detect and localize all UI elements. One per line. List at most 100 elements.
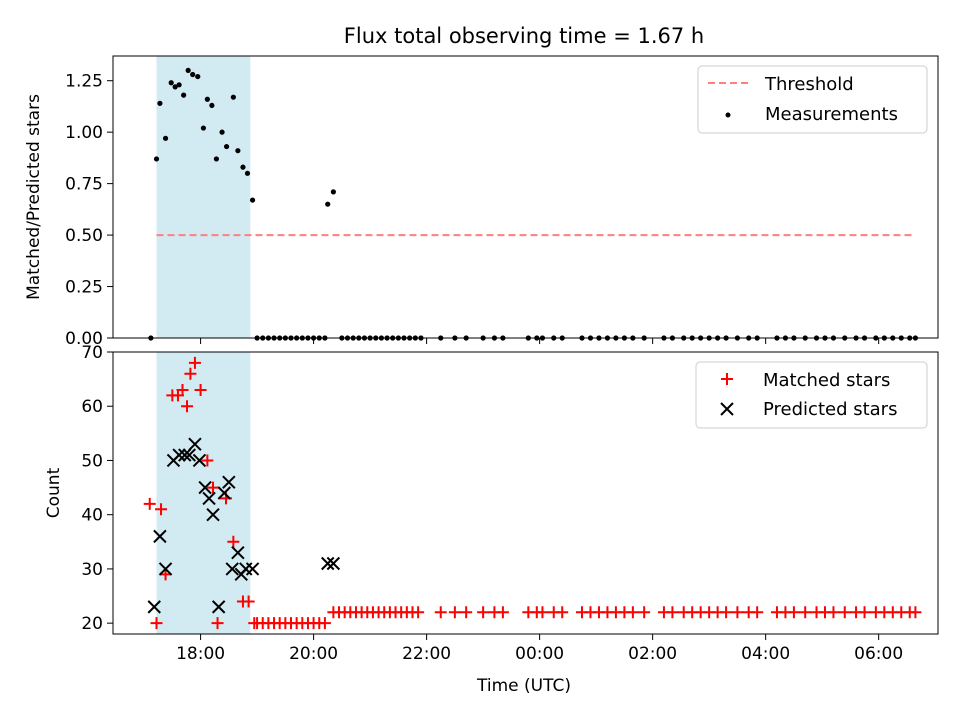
count-legend-box (695, 361, 928, 429)
matched-star-point (412, 606, 425, 619)
predicted-star-point (172, 448, 186, 462)
y-tick-label: 0.50 (65, 226, 103, 246)
predicted-star-point (158, 562, 173, 576)
measurement-point (219, 129, 225, 135)
legend-measurements-swatch (725, 112, 731, 118)
x-tick-label: 18:00 (176, 644, 225, 664)
y-tick-label: 0.75 (65, 175, 103, 195)
matched-star-point (159, 568, 172, 581)
chart-title: Flux total observing time = 1.67 h (344, 24, 704, 48)
matched-star-point (201, 454, 214, 467)
predicted-star-point (326, 556, 341, 571)
matched-star-point (751, 606, 764, 619)
matched-star-point (181, 400, 194, 413)
x-tick-label: 20:00 (289, 644, 338, 664)
measurement-point (168, 80, 174, 86)
x-tick-label: 00:00 (515, 644, 564, 664)
measurement-point (223, 143, 230, 150)
y-tick-label: 70 (81, 343, 103, 363)
matched-star-point (242, 595, 255, 608)
matched-star-point (556, 606, 569, 619)
ratio-axes-frame (112, 55, 939, 339)
legend-predicted-swatch (720, 402, 734, 416)
matched-star-point (496, 606, 509, 619)
measurement-point (157, 100, 163, 106)
matched-star-point (207, 481, 220, 494)
measurement-point (230, 94, 236, 100)
matched-star-point (626, 606, 639, 619)
count-y-axis-label: Count (44, 467, 64, 518)
y-tick-label: 30 (81, 560, 103, 580)
measurement-point (195, 73, 201, 80)
measurement-point (244, 170, 251, 176)
count-y-ticks: 20 30 40 50 60 70 (81, 343, 113, 634)
y-tick-label: 60 (81, 397, 103, 417)
matched-star-point (448, 606, 461, 619)
x-axis-label: Time (UTC) (476, 676, 571, 696)
ratio-legend: Threshold Measurements (697, 65, 928, 134)
y-tick-label: 40 (81, 506, 103, 526)
matched-star-point (838, 606, 851, 619)
matched-star-point (536, 606, 549, 619)
measurement-point (213, 156, 220, 162)
matched-star-point (858, 606, 871, 619)
y-tick-label: 0.25 (65, 278, 103, 298)
measurement-point (185, 67, 191, 74)
matched-star-point (150, 617, 163, 630)
matched-star-point (638, 606, 651, 619)
matched-star-point (434, 606, 447, 619)
matched-star-point (909, 606, 922, 619)
ratio-x-ticks (200, 338, 880, 344)
matched-star-point (211, 617, 224, 630)
y-tick-label: 20 (81, 614, 103, 634)
predicted-star-point (198, 480, 212, 495)
matched-star-point (188, 356, 201, 369)
predicted-star-point (202, 491, 216, 506)
matched-star-point (787, 606, 800, 619)
x-tick-label: 04:00 (741, 644, 790, 664)
x-tick-label: 02:00 (628, 644, 677, 664)
matched-star-point (176, 383, 189, 396)
matched-star-point (799, 606, 812, 619)
predicted-star-point (225, 562, 239, 576)
y-tick-label: 1.00 (65, 123, 103, 143)
count-legend: Matched stars Predicted stars (695, 361, 928, 429)
measurement-point (190, 71, 196, 78)
predicted-star-point (245, 562, 260, 576)
measurement-point (209, 102, 215, 109)
measurement-point (176, 82, 182, 88)
measurement-point (330, 189, 336, 195)
predicted-star-point (231, 545, 245, 560)
matched-star-point (666, 606, 679, 619)
ratio-measurement-points (148, 67, 918, 341)
legend-measurements-label: Measurements (765, 104, 898, 125)
predicted-star-point (206, 507, 220, 522)
matched-star-point (731, 606, 744, 619)
count-panel: 20 30 40 50 60 70 18:00 20:00 22:00 00:00 02:00 04… (44, 343, 939, 696)
matched-star-point (184, 367, 197, 380)
ratio-y-ticks: 0.00 0.25 0.50 0.75 1.00 1.25 (65, 72, 113, 349)
count-points (143, 356, 922, 630)
predicted-star-point (222, 475, 236, 489)
y-tick-label: 1.25 (65, 72, 103, 92)
ratio-panel: 0.00 0.25 0.50 0.75 1.00 1.25 Flux total obse… (24, 24, 939, 349)
measurement-point (200, 125, 207, 131)
measurement-point (240, 164, 246, 170)
legend-matched-label: Matched stars (763, 370, 890, 391)
measurement-point (204, 96, 210, 102)
measurement-point (181, 92, 187, 98)
matched-star-point (143, 497, 156, 510)
count-x-ticks: 18:00 20:00 22:00 00:00 02:00 04:00 06:00 (176, 634, 903, 664)
predicted-star-point (217, 486, 232, 500)
measurement-point (249, 197, 256, 203)
legend-predicted-label: Predicted stars (763, 399, 897, 420)
measurement-point (162, 135, 169, 141)
x-tick-label: 22:00 (402, 644, 451, 664)
matched-star-point (155, 503, 168, 516)
ratio-y-axis-label: Matched/Predicted stars (24, 94, 44, 300)
predicted-star-point (147, 600, 161, 614)
matched-star-point (318, 617, 331, 630)
y-tick-label: 50 (81, 451, 103, 471)
predicted-star-point (182, 448, 196, 462)
